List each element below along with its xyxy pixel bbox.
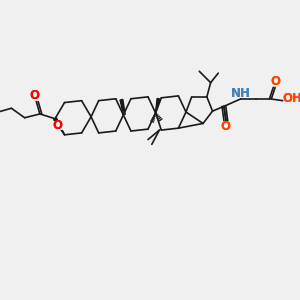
Polygon shape xyxy=(156,98,160,113)
FancyBboxPatch shape xyxy=(286,94,298,104)
FancyBboxPatch shape xyxy=(220,122,232,131)
Text: O: O xyxy=(221,120,231,133)
Polygon shape xyxy=(120,99,125,115)
FancyBboxPatch shape xyxy=(235,88,247,98)
Text: O: O xyxy=(52,119,62,132)
Text: OH: OH xyxy=(282,92,300,105)
Text: O: O xyxy=(270,75,280,88)
Text: O: O xyxy=(52,119,62,132)
Text: O: O xyxy=(29,89,39,102)
FancyBboxPatch shape xyxy=(51,121,63,130)
FancyBboxPatch shape xyxy=(269,77,281,86)
Text: NH: NH xyxy=(231,87,251,100)
Text: O: O xyxy=(270,75,280,88)
Text: O: O xyxy=(221,120,231,133)
Polygon shape xyxy=(54,118,64,135)
Text: O: O xyxy=(29,89,39,102)
FancyBboxPatch shape xyxy=(28,91,40,101)
Text: OH: OH xyxy=(282,92,300,105)
Text: NH: NH xyxy=(231,87,251,100)
